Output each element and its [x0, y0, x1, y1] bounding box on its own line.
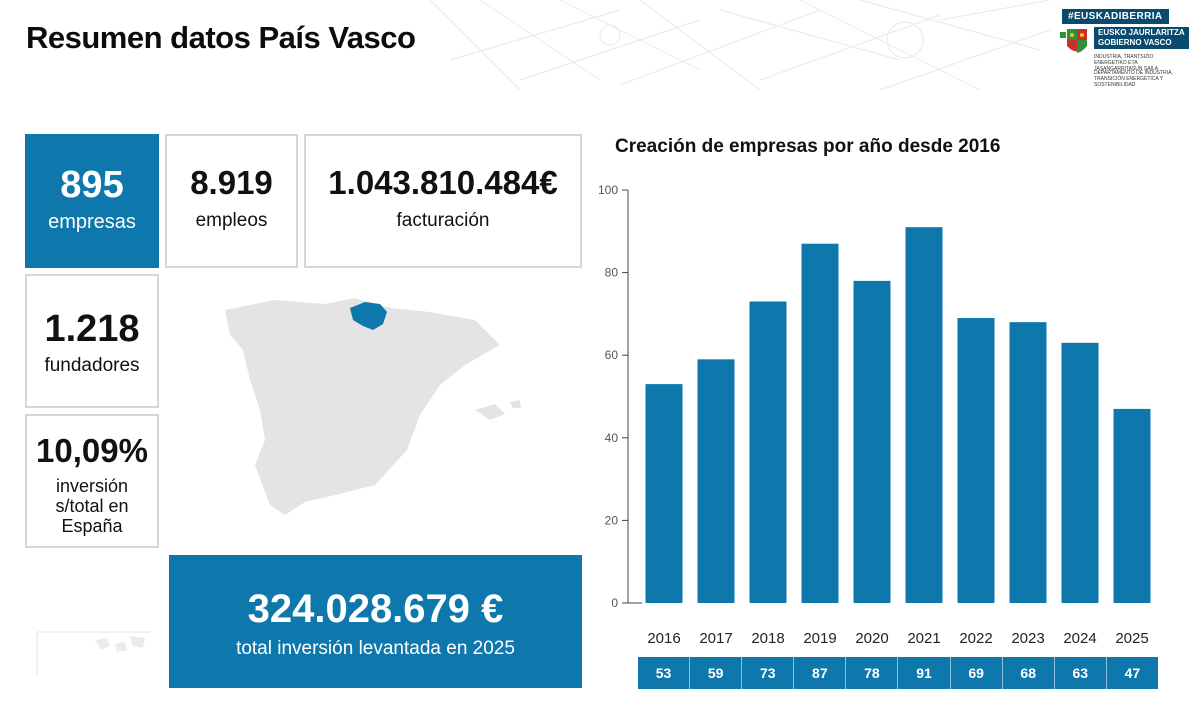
- stat-empleos: 8.919 empleos: [165, 134, 298, 268]
- stat-fundadores: 1.218 fundadores: [25, 274, 159, 408]
- balearic-islands-shape: [475, 400, 521, 420]
- y-tick-label: 20: [605, 513, 619, 527]
- y-tick-label: 40: [605, 431, 619, 445]
- x-tick-label: 2018: [751, 630, 784, 647]
- stat-facturacion-label: facturación: [396, 210, 490, 231]
- stat-inversion-pct-label-1: inversión: [55, 476, 129, 496]
- bar: [905, 227, 943, 604]
- stat-facturacion: 1.043.810.484€ facturación: [304, 134, 582, 268]
- stat-empresas-value: 895: [60, 164, 124, 206]
- spain-map: [225, 298, 521, 515]
- stat-empleos-label: empleos: [195, 210, 268, 231]
- x-tick-label: 2025: [1115, 630, 1148, 647]
- stat-inversion-pct-value: 10,09%: [36, 432, 148, 469]
- stat-inversion-total-label: total inversión levantada en 2025: [236, 638, 515, 659]
- y-tick-label: 0: [611, 596, 618, 610]
- stat-fundadores-label: fundadores: [44, 355, 140, 376]
- data-label: 69: [951, 657, 1003, 689]
- stat-empleos-value: 8.919: [190, 164, 273, 201]
- x-tick-label: 2023: [1011, 630, 1044, 647]
- gov-name-line2: GOBIERNO VASCO: [1098, 38, 1172, 47]
- data-label: 78: [846, 657, 899, 689]
- bar: [645, 384, 683, 603]
- data-label: 53: [638, 657, 691, 689]
- bar: [801, 243, 839, 603]
- stat-inversion-pct-label-3: España: [61, 516, 123, 536]
- x-tick-label: 2022: [959, 630, 992, 647]
- data-label: 63: [1055, 657, 1107, 689]
- background-map-pattern: [429, 0, 1051, 90]
- data-label: 59: [690, 657, 743, 689]
- y-tick-label: 100: [598, 183, 618, 197]
- stat-empresas: 895 empresas: [25, 134, 159, 268]
- department-eu: INDUSTRIA, TRANTSIZIO ENERGETIKO ETA JAS…: [1094, 54, 1159, 72]
- y-tick-label: 60: [605, 348, 619, 362]
- chart-value-row: 53 59 73 87 78 91 69 68 63 47: [638, 657, 1158, 689]
- x-tick-label: 2017: [699, 630, 732, 647]
- data-label: 87: [794, 657, 847, 689]
- bar-chart: 0 20 40 60 80 100 2016 2017 2018 2019 2020 2021 2022…: [598, 183, 1151, 647]
- data-label: 73: [742, 657, 795, 689]
- x-tick-label: 2021: [907, 630, 940, 647]
- spain-mainland-shape: [225, 298, 500, 515]
- stat-inversion-total-value: 324.028.679 €: [247, 587, 504, 631]
- stat-empresas-label: empresas: [48, 211, 136, 233]
- bar: [1113, 408, 1151, 603]
- x-tick-label: 2020: [855, 630, 888, 647]
- gobierno-vasco-shield-icon: [1060, 29, 1087, 53]
- bar: [1009, 322, 1047, 603]
- page-title: Resumen datos País Vasco: [26, 20, 416, 55]
- gov-name-label: EUSKO JAURLARITZA GOBIERNO VASCO: [1094, 27, 1189, 49]
- stat-inversion-pct-label-2: s/total en: [55, 496, 129, 516]
- stat-fundadores-value: 1.218: [44, 308, 140, 350]
- bar: [957, 318, 995, 603]
- y-tick-label: 80: [605, 266, 619, 280]
- bar: [853, 280, 891, 603]
- data-label: 47: [1124, 665, 1141, 681]
- stat-facturacion-value: 1.043.810.484€: [328, 164, 558, 201]
- stat-inversion-pct: 10,09% inversión s/total en España: [25, 414, 159, 548]
- department-es: DEPARTAMENTO DE INDUSTRIA, TRANSICIÓN EN…: [1094, 70, 1173, 88]
- x-tick-label: 2019: [803, 630, 836, 647]
- gov-name-line1: EUSKO JAURLARITZA: [1098, 28, 1185, 37]
- stat-inversion-total: 324.028.679 € total inversión levantada …: [169, 555, 582, 688]
- bar: [697, 359, 735, 603]
- bar: [1061, 342, 1099, 603]
- data-label: 91: [898, 657, 951, 689]
- basque-country-shape: [350, 302, 387, 330]
- inset-map: [36, 631, 150, 675]
- bar: [749, 301, 787, 603]
- chart-title: Creación de empresas por año desde 2016: [615, 136, 1001, 157]
- x-tick-label: 2016: [647, 630, 680, 647]
- hashtag-badge: #EUSKADIBERRIA: [1062, 9, 1169, 24]
- data-label: 68: [1003, 657, 1055, 689]
- x-tick-label: 2024: [1063, 630, 1096, 647]
